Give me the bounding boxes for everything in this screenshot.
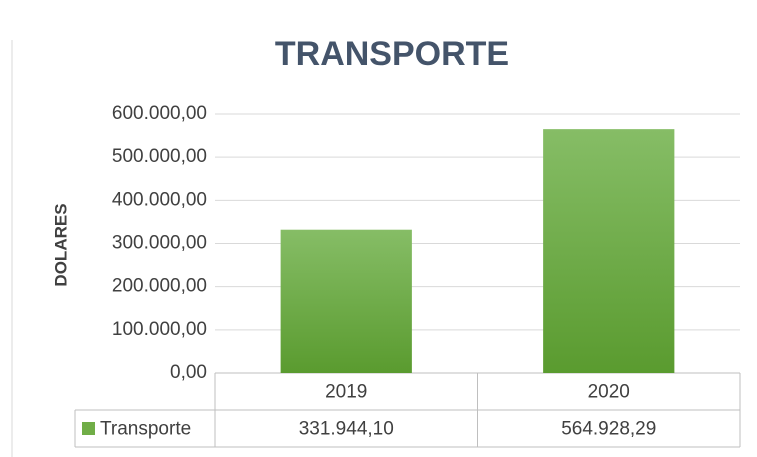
legend-label: Transporte <box>100 419 191 440</box>
y-tick-label: 200.000,00 <box>112 276 207 297</box>
chart-title: TRANSPORTE <box>275 35 509 73</box>
legend-swatch <box>82 422 95 435</box>
y-tick-label: 100.000,00 <box>112 319 207 340</box>
bar <box>280 229 412 373</box>
data-table-value: 331.944,10 <box>299 419 394 440</box>
y-tick-label: 0,00 <box>170 362 207 383</box>
y-axis-label: DOLARES <box>51 203 70 286</box>
x-tick-label: 2020 <box>588 382 630 403</box>
y-tick-label: 400.000,00 <box>112 189 207 210</box>
data-table-value: 564.928,29 <box>561 419 656 440</box>
bar <box>543 129 675 373</box>
y-tick-label: 300.000,00 <box>112 233 207 254</box>
y-tick-label: 500.000,00 <box>112 146 207 167</box>
y-tick-label: 600.000,00 <box>112 103 207 124</box>
x-tick-label: 2019 <box>325 382 367 403</box>
